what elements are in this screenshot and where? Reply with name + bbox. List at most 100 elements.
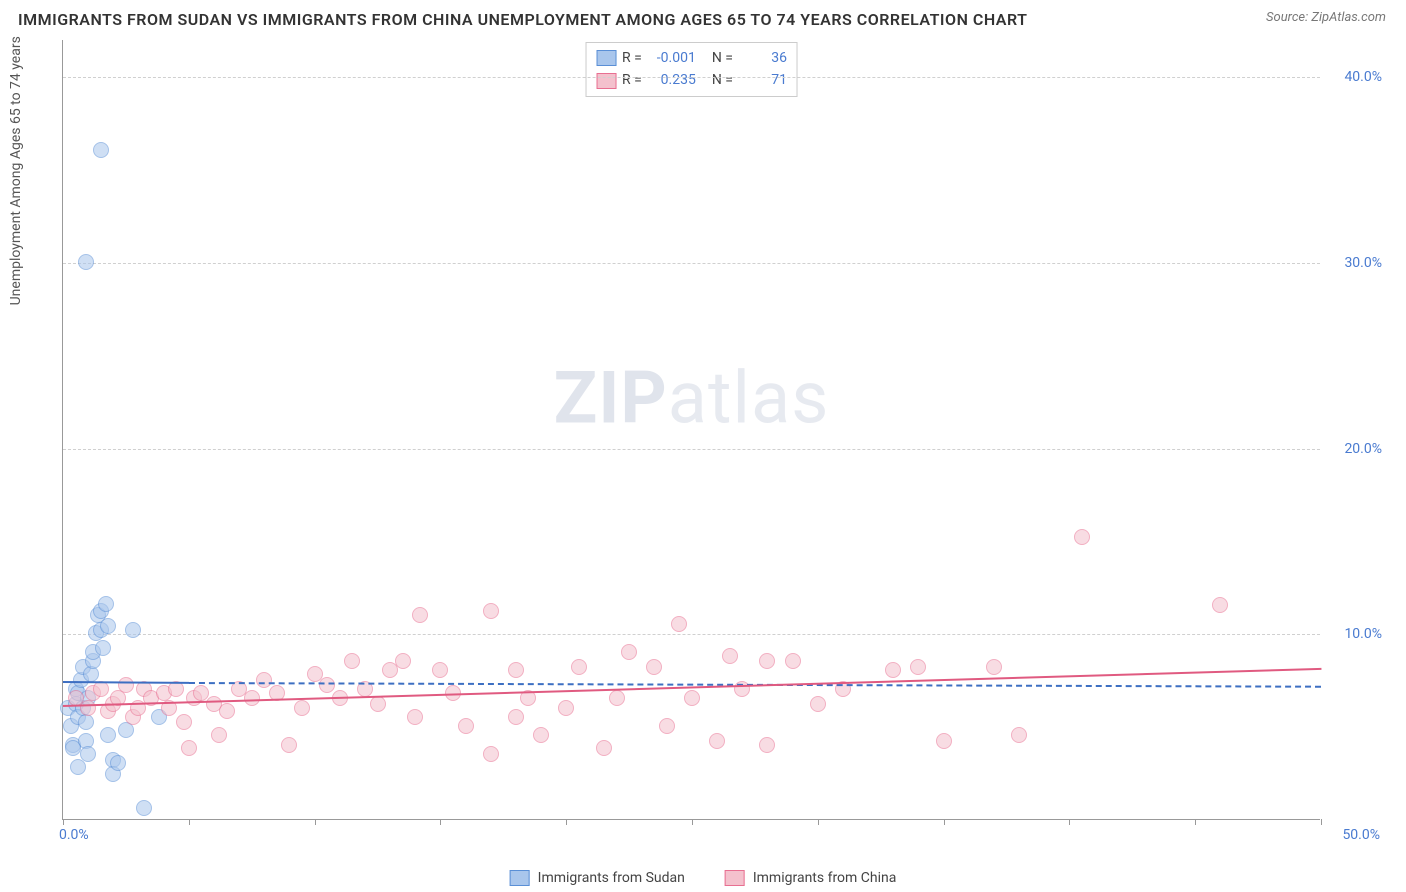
- data-point: [93, 681, 109, 697]
- data-point: [344, 653, 360, 669]
- plot-area: ZIPatlas R =-0.001N =36R =0.235N =71 0.0…: [62, 40, 1320, 820]
- data-point: [885, 662, 901, 678]
- data-point: [256, 672, 272, 688]
- data-point: [98, 596, 114, 612]
- x-axis-max-label: 50.0%: [1342, 827, 1380, 843]
- y-axis-label: Unemployment Among Ages 65 to 74 years: [8, 36, 24, 305]
- data-point: [759, 737, 775, 753]
- data-point: [759, 653, 775, 669]
- data-point: [671, 616, 687, 632]
- data-point: [810, 696, 826, 712]
- y-tick-label: 20.0%: [1344, 441, 1382, 457]
- data-point: [78, 714, 94, 730]
- r-label: R =: [622, 69, 642, 91]
- data-point: [370, 696, 386, 712]
- data-point: [407, 709, 423, 725]
- y-tick-label: 40.0%: [1344, 69, 1382, 85]
- data-point: [95, 640, 111, 656]
- data-point: [78, 254, 94, 270]
- x-tick: [1321, 819, 1322, 825]
- data-point: [458, 718, 474, 734]
- data-point: [176, 714, 192, 730]
- data-point: [785, 653, 801, 669]
- x-tick: [566, 819, 567, 825]
- data-point: [1074, 529, 1090, 545]
- data-point: [621, 644, 637, 660]
- data-point: [136, 800, 152, 816]
- data-point: [80, 700, 96, 716]
- n-value: 36: [741, 47, 787, 69]
- gridline: [63, 263, 1320, 264]
- data-point: [118, 677, 134, 693]
- data-point: [319, 677, 335, 693]
- legend-swatch: [510, 870, 530, 886]
- legend-label: Immigrants from China: [753, 870, 897, 886]
- data-point: [412, 607, 428, 623]
- data-point: [1212, 597, 1228, 613]
- data-point: [100, 727, 116, 743]
- gridline: [63, 449, 1320, 450]
- r-value: 0.235: [650, 69, 696, 91]
- x-axis-min-label: 0.0%: [59, 827, 89, 843]
- data-point: [508, 662, 524, 678]
- data-point: [684, 690, 700, 706]
- data-point: [294, 700, 310, 716]
- data-point: [211, 727, 227, 743]
- data-point: [558, 700, 574, 716]
- x-tick: [315, 819, 316, 825]
- x-tick: [189, 819, 190, 825]
- data-point: [571, 659, 587, 675]
- x-tick: [692, 819, 693, 825]
- y-tick-label: 30.0%: [1344, 255, 1382, 271]
- data-point: [483, 746, 499, 762]
- series-legend: Immigrants from Sudan Immigrants from Chi…: [510, 870, 897, 886]
- data-point: [709, 733, 725, 749]
- data-point: [646, 659, 662, 675]
- legend-swatch: [725, 870, 745, 886]
- data-point: [281, 737, 297, 753]
- data-point: [93, 142, 109, 158]
- data-point: [100, 618, 116, 634]
- data-point: [596, 740, 612, 756]
- legend-label: Immigrants from Sudan: [538, 870, 685, 886]
- stats-legend: R = -0.001 N = 36 R = 0.235 N = 71: [585, 42, 798, 97]
- stats-row: R = -0.001 N = 36: [596, 47, 787, 69]
- data-point: [722, 648, 738, 664]
- data-point: [395, 653, 411, 669]
- data-point: [110, 755, 126, 771]
- chart-title: IMMIGRANTS FROM SUDAN VS IMMIGRANTS FROM…: [18, 10, 1027, 29]
- gridline: [63, 77, 1320, 78]
- n-value: 71: [741, 69, 787, 91]
- source-label: Source: ZipAtlas.com: [1266, 10, 1386, 25]
- data-point: [181, 740, 197, 756]
- legend-item: Immigrants from Sudan: [510, 870, 685, 886]
- watermark: ZIPatlas: [554, 356, 830, 441]
- data-point: [659, 718, 675, 734]
- legend-swatch: [596, 73, 616, 89]
- legend-item: Immigrants from China: [725, 870, 897, 886]
- gridline: [63, 634, 1320, 635]
- x-tick: [1195, 819, 1196, 825]
- stats-row: R = 0.235 N = 71: [596, 69, 787, 91]
- data-point: [1011, 727, 1027, 743]
- x-tick: [1069, 819, 1070, 825]
- n-label: N =: [712, 69, 733, 91]
- data-point: [432, 662, 448, 678]
- y-tick-label: 10.0%: [1344, 626, 1382, 642]
- data-point: [936, 733, 952, 749]
- data-point: [219, 703, 235, 719]
- data-point: [483, 603, 499, 619]
- x-tick: [63, 819, 64, 825]
- data-point: [533, 727, 549, 743]
- data-point: [65, 740, 81, 756]
- n-label: N =: [712, 47, 733, 69]
- r-label: R =: [622, 47, 642, 69]
- data-point: [70, 759, 86, 775]
- x-tick: [818, 819, 819, 825]
- r-value: -0.001: [650, 47, 696, 69]
- x-tick: [944, 819, 945, 825]
- x-tick: [440, 819, 441, 825]
- data-point: [609, 690, 625, 706]
- data-point: [910, 659, 926, 675]
- legend-swatch: [596, 50, 616, 66]
